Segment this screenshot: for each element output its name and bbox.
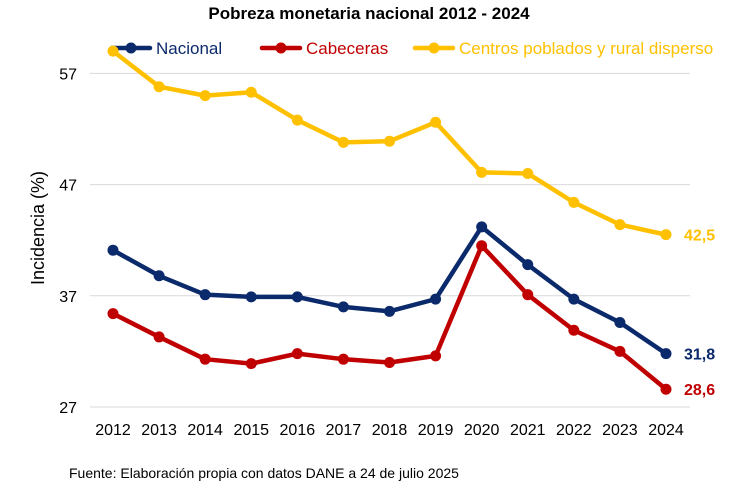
- data-point: [430, 350, 442, 362]
- x-tick-label: 2014: [187, 422, 223, 439]
- data-point: [384, 135, 395, 147]
- data-point: [153, 81, 165, 93]
- series-1: [107, 240, 672, 395]
- gridlines: [90, 72, 690, 297]
- y-tick-label: 47: [59, 178, 77, 195]
- data-label: 31,8: [684, 347, 715, 364]
- data-point: [291, 114, 303, 126]
- data-point: [291, 348, 303, 360]
- y-tick-label: 57: [59, 66, 77, 83]
- data-point: [245, 291, 257, 303]
- y-tick-label: 37: [59, 289, 77, 306]
- legend-item: Centros poblados y rural disperso: [412, 39, 713, 58]
- legend-swatch-marker: [125, 42, 137, 54]
- data-label: 42,5: [684, 228, 715, 245]
- x-tick-label: 2017: [326, 422, 362, 439]
- data-point: [337, 301, 349, 313]
- y-tick-label: 27: [59, 400, 77, 417]
- x-axis-ticks: 2012 2013 2014 2015 2016 2017 2018 2019 2020 2021…: [95, 422, 684, 439]
- x-tick-label: 2020: [464, 422, 500, 439]
- legend-swatch-marker: [428, 42, 440, 54]
- data-point: [476, 221, 488, 233]
- data-point: [568, 324, 580, 336]
- end-labels: 31,8 28,6 42,5: [684, 228, 715, 400]
- data-point: [153, 331, 165, 343]
- data-point: [107, 244, 119, 256]
- x-tick-label: 2023: [602, 422, 638, 439]
- series-layer: [107, 45, 672, 395]
- legend-label: Cabeceras: [306, 39, 388, 58]
- data-point: [614, 316, 626, 328]
- x-tick-label: 2019: [418, 422, 454, 439]
- legend-item: Nacional: [109, 39, 222, 58]
- y-axis-ticks: 57 47 37 27: [59, 66, 77, 417]
- data-point: [337, 136, 349, 148]
- data-point: [522, 259, 534, 271]
- data-point: [337, 353, 349, 365]
- chart-title: Pobreza monetaria nacional 2012 - 2024: [208, 4, 530, 23]
- data-point: [199, 353, 211, 365]
- data-point: [430, 116, 442, 128]
- x-tick-label: 2024: [648, 422, 684, 439]
- data-point: [476, 166, 488, 178]
- data-point: [153, 270, 165, 282]
- data-point: [199, 90, 211, 102]
- x-tick-label: 2012: [95, 422, 131, 439]
- series-0: [107, 221, 672, 360]
- data-point: [107, 308, 119, 320]
- data-point: [384, 305, 395, 317]
- data-point: [522, 289, 534, 301]
- data-point: [476, 240, 488, 252]
- data-point: [660, 348, 672, 360]
- x-tick-label: 2018: [372, 422, 408, 439]
- data-point: [568, 196, 580, 208]
- x-tick-label: 2016: [280, 422, 316, 439]
- x-tick-label: 2021: [510, 422, 546, 439]
- x-tick-label: 2022: [556, 422, 592, 439]
- source-note: Fuente: Elaboración propia con datos DAN…: [69, 465, 459, 481]
- data-point: [522, 167, 534, 179]
- data-point: [660, 383, 672, 395]
- legend: Nacional Cabeceras Centros poblados y rura…: [109, 39, 713, 58]
- legend-label: Nacional: [156, 39, 222, 58]
- data-point: [199, 289, 211, 301]
- legend-swatch-marker: [275, 42, 287, 54]
- data-point: [430, 293, 442, 305]
- x-tick-label: 2013: [141, 422, 177, 439]
- series-2: [107, 45, 672, 241]
- data-point: [568, 293, 580, 305]
- data-point: [245, 86, 257, 98]
- data-label: 28,6: [684, 382, 715, 399]
- data-point: [245, 358, 257, 370]
- legend-item: Cabeceras: [259, 39, 388, 58]
- data-point: [384, 357, 395, 369]
- x-tick-label: 2015: [233, 422, 269, 439]
- y-axis-label: Incidencia (%): [28, 171, 48, 285]
- data-point: [660, 229, 672, 241]
- data-point: [614, 219, 626, 231]
- data-point: [291, 291, 303, 303]
- data-point: [614, 345, 626, 357]
- data-point: [107, 45, 119, 57]
- legend-label: Centros poblados y rural disperso: [459, 39, 713, 58]
